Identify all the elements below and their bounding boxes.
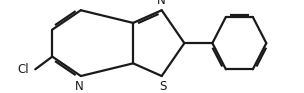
Text: S: S (159, 80, 167, 93)
Text: N: N (157, 0, 166, 7)
Text: Cl: Cl (18, 63, 29, 76)
Text: N: N (75, 80, 84, 93)
